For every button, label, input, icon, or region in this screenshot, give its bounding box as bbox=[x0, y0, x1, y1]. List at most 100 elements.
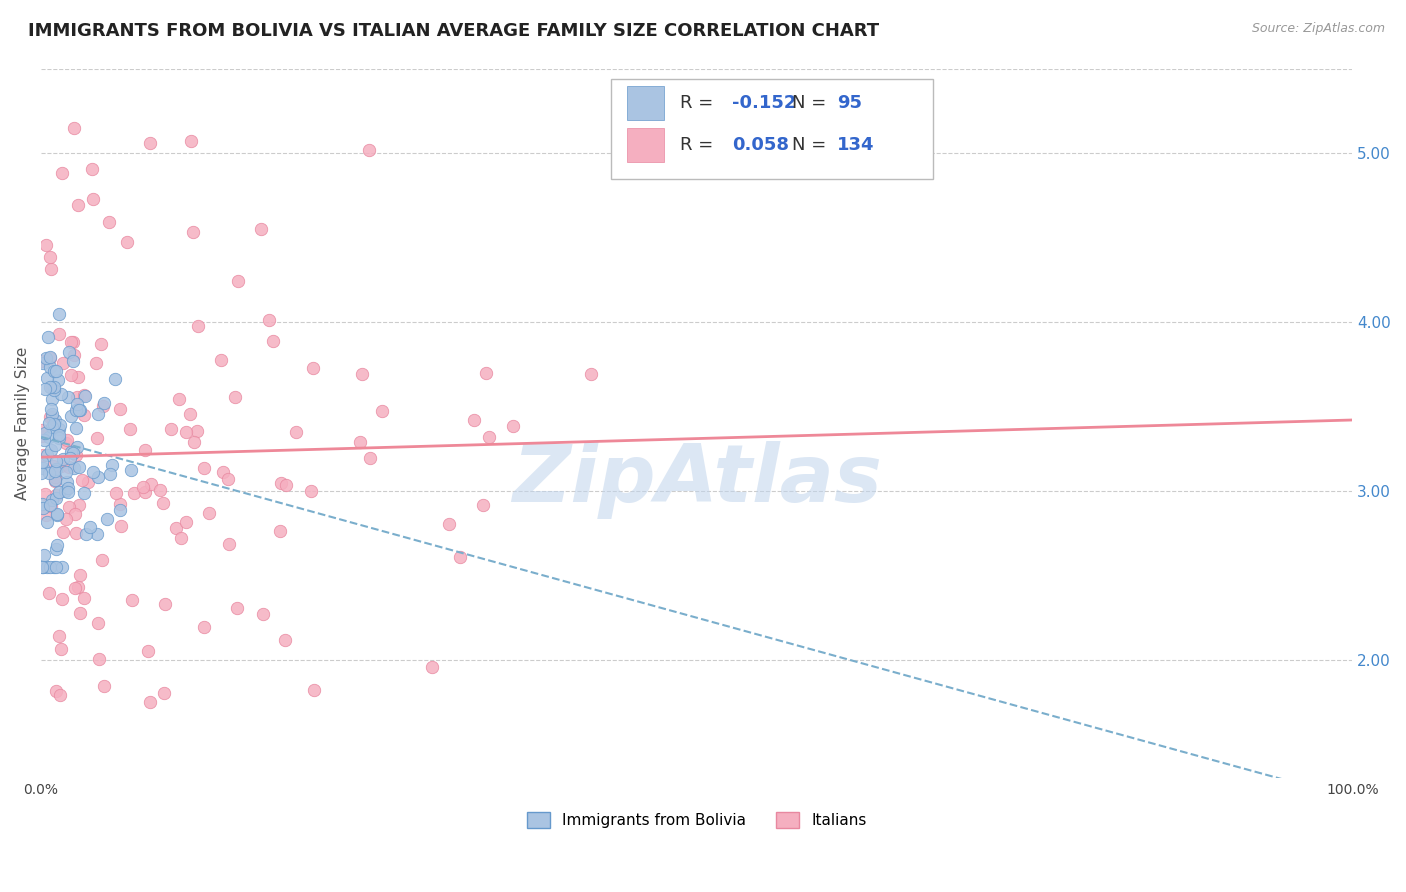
Point bbox=[41, 420, 63, 434]
Point bbox=[39, 380, 62, 394]
Point bbox=[66, 390, 89, 404]
Point bbox=[38, 499, 60, 513]
Point bbox=[262, 334, 284, 349]
Point bbox=[30, 467, 52, 481]
Point bbox=[48, 422, 70, 436]
Point bbox=[134, 443, 156, 458]
Point bbox=[48, 428, 70, 442]
Point bbox=[350, 367, 373, 381]
Point bbox=[53, 483, 76, 498]
Point bbox=[42, 417, 65, 432]
Point bbox=[37, 329, 59, 343]
Y-axis label: Average Family Size: Average Family Size bbox=[15, 347, 30, 500]
Point bbox=[41, 442, 63, 457]
Point bbox=[44, 474, 66, 488]
Point bbox=[45, 538, 67, 552]
Point bbox=[174, 515, 197, 529]
Point bbox=[38, 417, 60, 431]
Point bbox=[51, 560, 73, 574]
Point bbox=[42, 383, 65, 397]
Point bbox=[65, 421, 87, 435]
Point bbox=[45, 488, 67, 502]
Point bbox=[52, 356, 75, 370]
Point bbox=[31, 497, 53, 511]
Point bbox=[269, 524, 291, 538]
Point bbox=[193, 461, 215, 475]
Point bbox=[34, 433, 56, 447]
Point bbox=[63, 348, 86, 362]
Point bbox=[224, 390, 246, 404]
Point bbox=[91, 400, 114, 414]
Point bbox=[82, 192, 104, 206]
Point bbox=[105, 486, 128, 500]
Point bbox=[141, 477, 163, 491]
Point bbox=[165, 521, 187, 535]
Point bbox=[34, 382, 56, 396]
Point bbox=[91, 552, 114, 566]
Point bbox=[211, 465, 233, 479]
Point bbox=[167, 392, 190, 407]
Point bbox=[45, 683, 67, 698]
Point bbox=[41, 493, 63, 508]
Point bbox=[41, 409, 63, 424]
Point bbox=[41, 262, 63, 277]
Point bbox=[49, 418, 72, 433]
Point bbox=[63, 581, 86, 595]
Point bbox=[226, 274, 249, 288]
Point bbox=[65, 448, 87, 462]
Point bbox=[59, 334, 82, 349]
Point bbox=[51, 458, 73, 473]
Point bbox=[115, 235, 138, 249]
Point bbox=[45, 560, 67, 574]
Point bbox=[250, 221, 273, 235]
Point bbox=[110, 402, 132, 417]
Point bbox=[44, 379, 66, 393]
Point bbox=[59, 450, 82, 465]
Point bbox=[49, 688, 72, 702]
Point bbox=[299, 484, 322, 499]
Point bbox=[217, 472, 239, 486]
Point bbox=[41, 392, 63, 407]
Point bbox=[359, 450, 381, 465]
Text: R =: R = bbox=[679, 136, 718, 154]
Text: ZipAtlas: ZipAtlas bbox=[512, 442, 882, 519]
Point bbox=[39, 359, 62, 374]
Point bbox=[93, 395, 115, 409]
Point bbox=[67, 498, 90, 512]
Point bbox=[69, 402, 91, 417]
Point bbox=[170, 531, 193, 545]
Point bbox=[152, 496, 174, 510]
Text: R =: R = bbox=[679, 94, 718, 112]
Point bbox=[136, 644, 159, 658]
Point bbox=[48, 629, 70, 643]
Point bbox=[420, 660, 443, 674]
Point bbox=[35, 371, 58, 385]
Point bbox=[39, 409, 62, 424]
Point bbox=[160, 422, 183, 436]
Point bbox=[72, 473, 94, 487]
Point bbox=[51, 386, 73, 401]
Point bbox=[98, 467, 121, 482]
Point bbox=[31, 455, 53, 469]
Point bbox=[69, 568, 91, 582]
Point bbox=[65, 403, 87, 417]
Point bbox=[38, 560, 60, 574]
Point bbox=[579, 367, 602, 381]
Point bbox=[69, 606, 91, 620]
Point bbox=[37, 515, 59, 529]
Point bbox=[187, 318, 209, 333]
Point bbox=[132, 480, 155, 494]
Point bbox=[51, 166, 73, 180]
Point bbox=[301, 360, 323, 375]
Point bbox=[80, 162, 103, 177]
Point bbox=[73, 389, 96, 403]
Point bbox=[270, 475, 292, 490]
FancyBboxPatch shape bbox=[612, 79, 932, 178]
Point bbox=[31, 560, 53, 574]
Point bbox=[52, 524, 75, 539]
Point bbox=[66, 403, 89, 417]
Point bbox=[48, 485, 70, 500]
Point bbox=[31, 460, 53, 475]
Point bbox=[32, 501, 55, 516]
Point bbox=[174, 425, 197, 439]
